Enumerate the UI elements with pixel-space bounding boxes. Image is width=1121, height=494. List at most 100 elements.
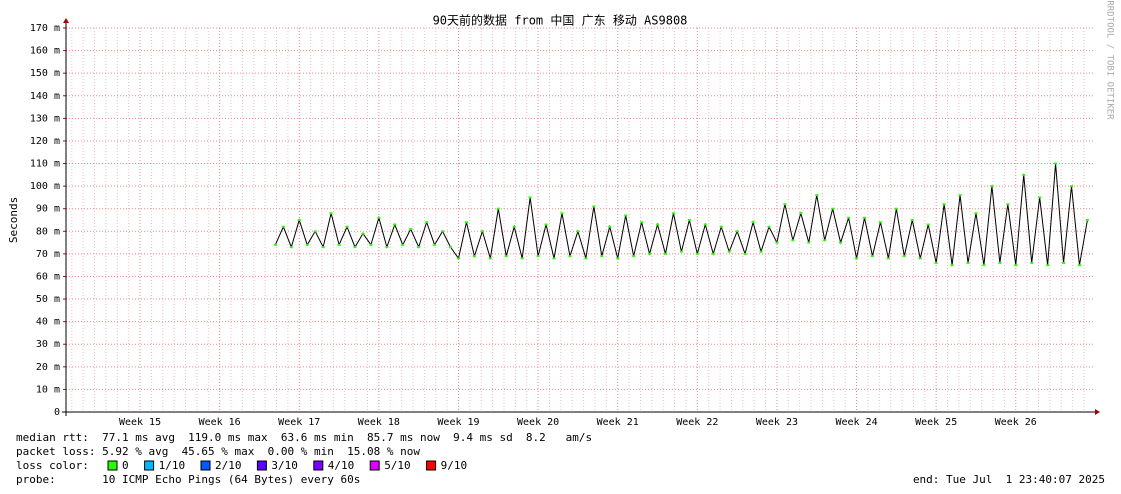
loss-marker (727, 250, 731, 253)
loss-marker (632, 255, 636, 258)
loss-marker (281, 225, 285, 228)
loss-marker (1006, 203, 1010, 206)
loss-marker (775, 241, 779, 244)
x-tick-label: Week 18 (358, 417, 400, 428)
loss-marker (743, 252, 747, 255)
loss-marker (799, 212, 803, 215)
legend-label: 5/10 (384, 459, 411, 472)
loss-marker (337, 243, 341, 246)
loss-marker (640, 221, 644, 224)
loss-marker (1054, 162, 1058, 165)
legend-label: 3/10 (271, 459, 298, 472)
legend-swatch (144, 460, 155, 471)
loss-marker (456, 257, 460, 260)
loss-marker (1022, 173, 1026, 176)
loss-marker (958, 194, 962, 197)
x-arrow (1095, 409, 1100, 415)
y-tick-label: 40 m (36, 317, 60, 328)
y-tick-label: 0 (54, 407, 60, 418)
loss-marker (345, 225, 349, 228)
loss-marker (560, 212, 564, 215)
loss-marker (385, 246, 389, 249)
loss-marker (934, 261, 938, 264)
loss-marker (886, 257, 890, 260)
loss-marker (592, 205, 596, 208)
y-tick-label: 10 m (36, 384, 60, 395)
loss-marker (663, 252, 667, 255)
loss-marker (870, 255, 874, 258)
loss-marker (520, 257, 524, 260)
loss-marker (823, 239, 827, 242)
loss-marker (703, 223, 707, 226)
loss-marker (401, 243, 405, 246)
loss-marker (369, 243, 373, 246)
loss-marker (425, 221, 429, 224)
loss-marker (552, 257, 556, 260)
loss-marker (528, 196, 532, 199)
loss-marker (1046, 264, 1050, 267)
loss-marker (847, 216, 851, 219)
loss-marker (783, 203, 787, 206)
x-tick-label: Week 23 (756, 417, 798, 428)
loss-marker (695, 252, 699, 255)
y-tick-label: 140 m (30, 91, 60, 102)
loss-marker (656, 223, 660, 226)
loss-marker (990, 185, 994, 188)
loss-marker (305, 243, 309, 246)
loss-marker (751, 221, 755, 224)
y-tick-label: 170 m (30, 23, 60, 34)
stats-line: packet loss: 5.92 % avg 45.65 % max 0.00… (16, 445, 420, 458)
loss-marker (1070, 185, 1074, 188)
loss-marker (863, 216, 867, 219)
loss-marker (910, 219, 914, 221)
loss-marker (839, 241, 843, 244)
y-tick-label: 120 m (30, 136, 60, 147)
loss-marker (313, 230, 317, 233)
loss-marker (648, 252, 652, 255)
loss-marker (1038, 196, 1042, 199)
loss-marker (1014, 264, 1018, 267)
legend-label: 1/10 (159, 459, 186, 472)
loss-marker (576, 230, 580, 233)
legend-title: loss color: (16, 459, 89, 472)
legend-swatch (107, 460, 118, 471)
x-tick-label: Week 22 (676, 417, 718, 428)
legend-swatch (313, 460, 324, 471)
loss-marker (679, 250, 683, 253)
loss-marker (600, 255, 604, 258)
loss-marker (998, 261, 1002, 264)
loss-marker (982, 264, 986, 267)
loss-marker (433, 243, 437, 246)
y-axis-label: Seconds (7, 197, 20, 243)
legend-label: 2/10 (215, 459, 242, 472)
chart-title: 90天前的数据 from 中国 广东 移动 AS9808 (433, 13, 688, 28)
loss-marker (480, 230, 484, 233)
loss-marker (1030, 261, 1034, 264)
loss-marker (297, 219, 301, 221)
x-tick-label: Week 24 (835, 417, 877, 428)
loss-marker (1077, 264, 1081, 267)
x-tick-label: Week 17 (278, 417, 320, 428)
x-tick-label: Week 20 (517, 417, 559, 428)
y-tick-label: 80 m (36, 226, 60, 237)
loss-marker (329, 212, 333, 215)
loss-marker (1085, 219, 1089, 221)
loss-marker (496, 207, 500, 210)
legend-label: 0 (122, 459, 129, 472)
loss-marker (878, 221, 882, 224)
x-tick-label: Week 15 (119, 417, 161, 428)
end-time: end: Tue Jul 1 23:40:07 2025 (913, 473, 1105, 486)
legend-swatch (369, 460, 380, 471)
loss-marker (966, 261, 970, 264)
loss-marker (321, 246, 325, 249)
loss-marker (568, 255, 572, 258)
y-tick-label: 130 m (30, 113, 60, 124)
y-tick-label: 60 m (36, 271, 60, 282)
legend-label: 4/10 (328, 459, 355, 472)
legend-swatch (200, 460, 211, 471)
loss-marker (273, 243, 277, 246)
y-tick-label: 30 m (36, 339, 60, 350)
loss-marker (902, 255, 906, 258)
